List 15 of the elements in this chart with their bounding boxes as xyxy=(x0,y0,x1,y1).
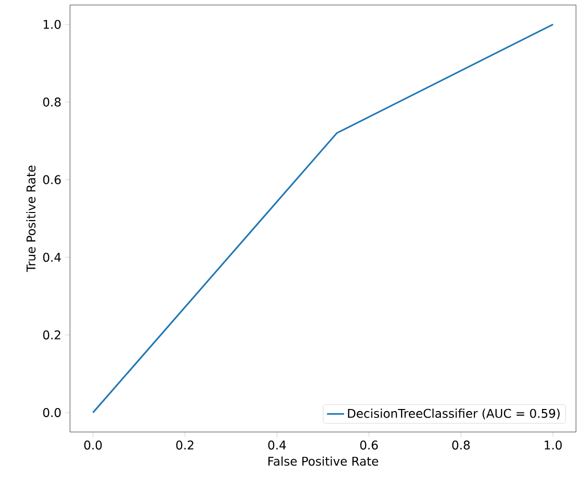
y-tick-label: 0.4 xyxy=(43,252,61,262)
y-tick-label: 0.6 xyxy=(43,175,61,184)
y-axis-title: True Positive Rate xyxy=(26,166,36,272)
y-tick-label: 0.8 xyxy=(43,98,61,107)
x-axis-title: False Positive Rate xyxy=(268,456,378,466)
x-tick-label: 0.0 xyxy=(84,440,102,450)
x-tick-label: 0.2 xyxy=(176,440,194,450)
y-tick-label: 0.0 xyxy=(43,408,61,418)
x-tick-label: 0.6 xyxy=(360,440,378,450)
x-tick-label: 1.0 xyxy=(544,440,562,450)
y-tick-label: 0.2 xyxy=(43,330,60,340)
y-tick-label: 1.0 xyxy=(44,20,61,29)
legend-label: DecisionTreeClassifier (AUC = 0.59) xyxy=(348,408,560,420)
x-tick-label: 0.8 xyxy=(452,440,470,450)
x-tick-label: 0.4 xyxy=(268,440,286,450)
